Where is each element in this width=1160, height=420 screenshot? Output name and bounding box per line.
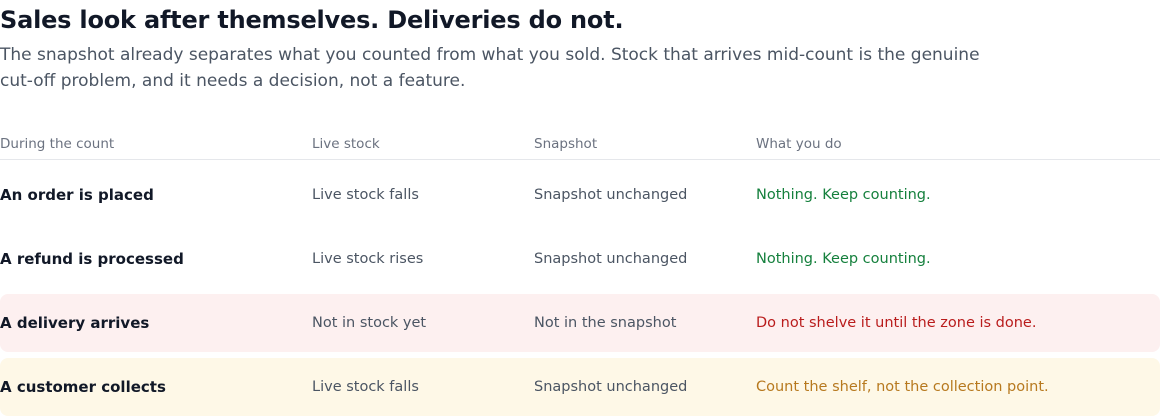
page-subtitle: The snapshot already separates what you … [0,45,980,91]
table-row: A delivery arrives Not in stock yet Not … [0,294,1160,352]
snapshot-cell: Snapshot unchanged [534,379,688,395]
snapshot-cell: Not in the snapshot [534,315,677,331]
table-row: A refund is processed Live stock rises S… [0,230,1160,288]
event-cell: A customer collects [0,378,166,396]
column-header-during-count: During the count [0,136,115,152]
table-row: A customer collects Live stock falls Sna… [0,358,1160,416]
table-row: An order is placed Live stock falls Snap… [0,166,1160,224]
action-cell: Count the shelf, not the collection poin… [756,379,1049,395]
column-header-action: What you do [756,136,842,152]
event-cell: A delivery arrives [0,314,150,332]
column-header-snapshot: Snapshot [534,136,598,152]
page-title: Sales look after themselves. Deliveries … [0,6,624,34]
live-stock-cell: Live stock falls [312,187,419,203]
action-cell: Nothing. Keep counting. [756,187,931,203]
snapshot-cell: Snapshot unchanged [534,187,688,203]
event-cell: A refund is processed [0,250,184,268]
live-stock-cell: Live stock rises [312,251,424,267]
event-cell: An order is placed [0,186,154,204]
table-header: During the count Live stock Snapshot Wha… [0,130,1160,160]
live-stock-cell: Not in stock yet [312,315,427,331]
count-events-table: During the count Live stock Snapshot Wha… [0,130,1160,416]
live-stock-cell: Live stock falls [312,379,419,395]
column-header-live-stock: Live stock [312,136,380,152]
snapshot-cell: Snapshot unchanged [534,251,688,267]
action-cell: Nothing. Keep counting. [756,251,931,267]
action-cell: Do not shelve it until the zone is done. [756,315,1037,331]
